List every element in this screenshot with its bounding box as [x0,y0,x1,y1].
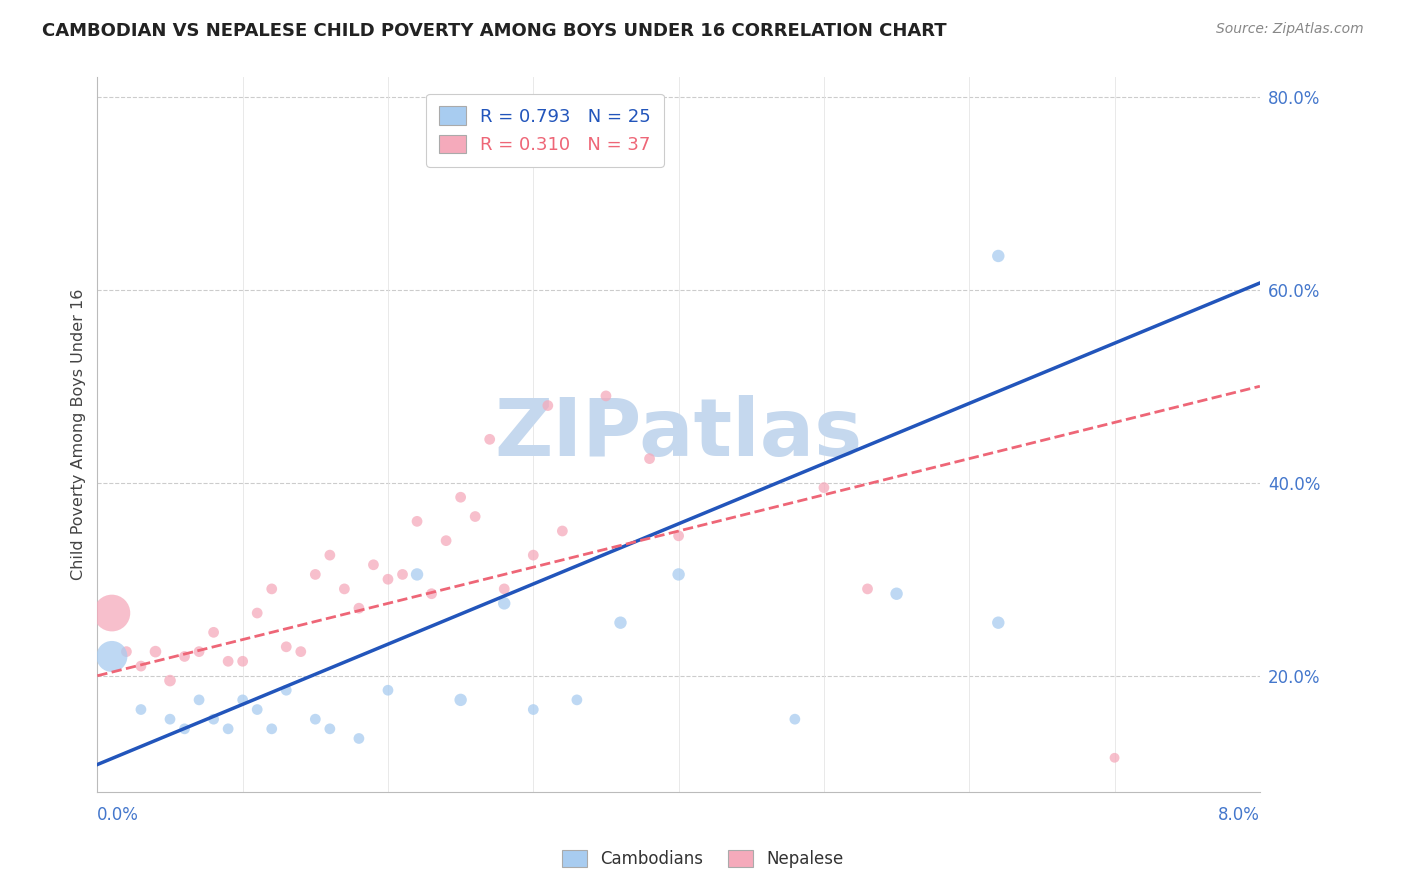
Point [304,567,326,582]
Point [434,533,457,548]
Point [173,649,195,664]
Point [1104,751,1126,765]
Point [522,548,544,562]
Point [319,548,342,562]
Text: ZIPatlas: ZIPatlas [495,395,863,474]
Point [304,712,326,726]
Legend: R = 0.793   N = 25, R = 0.310   N = 37: R = 0.793 N = 25, R = 0.310 N = 37 [426,94,664,167]
Point [668,567,690,582]
Point [537,399,560,413]
Point [276,640,298,654]
Point [159,673,181,688]
Point [522,702,544,716]
Point [551,524,574,538]
Point [565,693,588,707]
Point [377,683,399,698]
Point [886,587,908,601]
Point [188,645,211,659]
Point [363,558,385,572]
Point [450,693,472,707]
Point [333,582,356,596]
Point [377,572,399,586]
Point [856,582,879,596]
Point [391,567,413,582]
Point [987,249,1010,263]
Y-axis label: Child Poverty Among Boys Under 16: Child Poverty Among Boys Under 16 [72,289,86,580]
Point [420,587,443,601]
Point [246,606,269,620]
Point [217,654,239,668]
Text: 0.0%: 0.0% [97,806,139,824]
Point [145,645,167,659]
Text: 8.0%: 8.0% [1218,806,1260,824]
Text: Source: ZipAtlas.com: Source: ZipAtlas.com [1216,22,1364,37]
Point [129,659,152,673]
Legend: Cambodians, Nepalese: Cambodians, Nepalese [555,843,851,875]
Point [813,481,835,495]
Point [202,625,225,640]
Point [232,654,254,668]
Point [494,596,516,610]
Point [450,490,472,504]
Point [668,529,690,543]
Text: CAMBODIAN VS NEPALESE CHILD POVERTY AMONG BOYS UNDER 16 CORRELATION CHART: CAMBODIAN VS NEPALESE CHILD POVERTY AMON… [42,22,946,40]
Point [115,645,138,659]
Point [406,514,429,528]
Point [987,615,1010,630]
Point [609,615,631,630]
Point [319,722,342,736]
Point [101,606,124,620]
Point [217,722,239,736]
Point [783,712,806,726]
Point [464,509,486,524]
Point [173,722,195,736]
Point [347,731,370,746]
Point [290,645,312,659]
Point [638,451,661,466]
Point [276,683,298,698]
Point [478,433,501,447]
Point [202,712,225,726]
Point [232,693,254,707]
Point [159,712,181,726]
Point [347,601,370,615]
Point [101,649,124,664]
Point [129,702,152,716]
Point [260,722,283,736]
Point [595,389,617,403]
Point [406,567,429,582]
Point [246,702,269,716]
Point [188,693,211,707]
Point [260,582,283,596]
Point [494,582,516,596]
